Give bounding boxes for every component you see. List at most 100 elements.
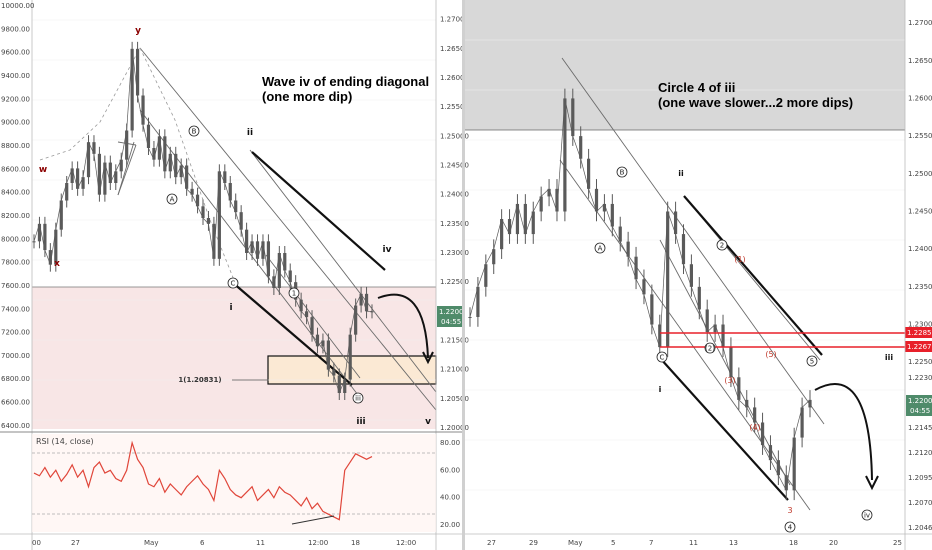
left-dashed-wave — [39, 47, 141, 161]
right-y-tick: 1.22300 — [908, 374, 932, 382]
right-wave-label: (4) — [749, 423, 760, 432]
right-channel-line — [561, 57, 825, 425]
right-candle — [658, 324, 662, 348]
right-candle — [642, 279, 646, 295]
left-candle — [97, 153, 102, 195]
right-candle — [476, 286, 480, 317]
left-secondary-tick: 9400.00 — [1, 72, 30, 80]
right-title: Circle 4 of iii — [658, 80, 735, 95]
right-candle — [468, 316, 472, 318]
right-candle — [650, 294, 654, 325]
right-y-tick: 1.21200 — [908, 449, 932, 457]
left-y-tick: 1.24000 — [440, 191, 469, 199]
right-y-tick: 1.20460 — [908, 524, 932, 532]
right-wave-marker — [716, 239, 728, 251]
right-x-tick: 5 — [611, 539, 615, 547]
left-candle — [119, 159, 123, 172]
left-wave-marker — [166, 193, 178, 205]
rsi-label: RSI (14, close) — [36, 437, 94, 446]
right-candle — [681, 234, 686, 265]
right-wave-label: i — [659, 385, 662, 394]
left-secondary-tick: 9800.00 — [1, 25, 30, 33]
left-candle — [332, 369, 336, 376]
left-candle — [157, 136, 161, 160]
left-secondary-tick: 9000.00 — [1, 119, 30, 127]
right-candle — [492, 249, 496, 265]
left-candle — [174, 153, 178, 178]
right-candle — [579, 136, 583, 159]
right-candle — [484, 264, 488, 287]
left-candle — [163, 136, 167, 172]
right-wave-label: (1) — [734, 255, 745, 264]
left-channel-line — [117, 141, 135, 196]
left-subtitle: (one more dip) — [262, 89, 352, 104]
left-candle — [217, 171, 221, 259]
left-candle — [185, 165, 189, 189]
right-wave-marker — [861, 509, 873, 521]
left-wave-label: B — [192, 128, 197, 136]
right-candle — [729, 347, 733, 378]
right-x-tick: 25 — [893, 539, 902, 547]
right-price-tag — [906, 395, 932, 416]
right-candle — [563, 98, 567, 212]
left-price-tag-price: 1.22001 — [439, 308, 468, 316]
left-candle — [195, 194, 200, 207]
right-candle — [555, 188, 559, 212]
right-wave-label: iv — [864, 512, 870, 520]
right-candle — [587, 158, 591, 189]
right-wave-marker — [656, 351, 668, 363]
right-channel-line — [559, 159, 811, 511]
rsi-tick: 40.00 — [440, 494, 460, 502]
left-candle — [125, 130, 129, 160]
left-y-tick: 1.23500 — [440, 220, 469, 228]
right-x-tick: 27 — [487, 539, 496, 547]
right-candle — [634, 256, 638, 280]
left-candle — [152, 148, 156, 160]
left-wave-label: ii — [247, 128, 253, 138]
left-candle — [266, 241, 271, 277]
right-wave-label: iii — [885, 353, 893, 362]
left-candle — [223, 171, 227, 183]
right-projection-arrow — [814, 383, 873, 481]
right-x-tick: 13 — [729, 539, 738, 547]
right-candle — [626, 241, 630, 257]
left-secondary-tick: 7600.00 — [1, 282, 30, 290]
left-wave-label: y — [135, 26, 141, 36]
left-secondary-tick: 8200.00 — [1, 212, 30, 220]
right-panel: 1.228551.22678 BACiii2(1)(2)(3)(4)(5)345… — [465, 0, 932, 550]
right-candle — [523, 203, 527, 235]
right-y-tick: 1.24000 — [908, 245, 932, 253]
left-wave-marker — [288, 287, 300, 299]
right-y-tick: 1.23500 — [908, 283, 932, 291]
right-candle — [784, 475, 788, 491]
left-wave-label: i — [229, 303, 232, 313]
left-secondary-tick: 8000.00 — [1, 235, 30, 243]
right-x-tick: 7 — [649, 539, 653, 547]
left-candle — [250, 241, 254, 253]
right-diagonal-resistance — [683, 195, 823, 356]
left-y-tick: 1.26000 — [440, 74, 469, 82]
right-wave-marker — [594, 242, 606, 254]
right-price-tag-time: 04:55 — [910, 407, 930, 415]
right-red-level-price: 1.22678 — [907, 343, 932, 351]
left-candle — [315, 334, 320, 347]
rsi-tick: 20.00 — [440, 521, 460, 529]
left-candle — [54, 229, 58, 265]
left-projection-arrowhead — [422, 351, 434, 365]
left-secondary-tick: 7800.00 — [1, 259, 30, 267]
right-wave-label: (2) — [705, 345, 715, 353]
left-wave-label: x — [54, 259, 60, 269]
left-candle — [114, 171, 118, 183]
left-candle — [359, 293, 363, 306]
left-wave-label: A — [170, 196, 175, 204]
left-secondary-tick: 7000.00 — [1, 352, 30, 360]
left-x-tick: 11 — [256, 539, 265, 547]
left-y-tick: 1.27000 — [440, 16, 469, 24]
left-candle — [354, 305, 358, 335]
left-projection-arrow — [377, 293, 429, 359]
left-x-tick: 18 — [351, 539, 360, 547]
right-candle — [737, 377, 741, 400]
rsi-divergence-line — [291, 515, 335, 525]
left-wave-label: w — [39, 165, 47, 175]
